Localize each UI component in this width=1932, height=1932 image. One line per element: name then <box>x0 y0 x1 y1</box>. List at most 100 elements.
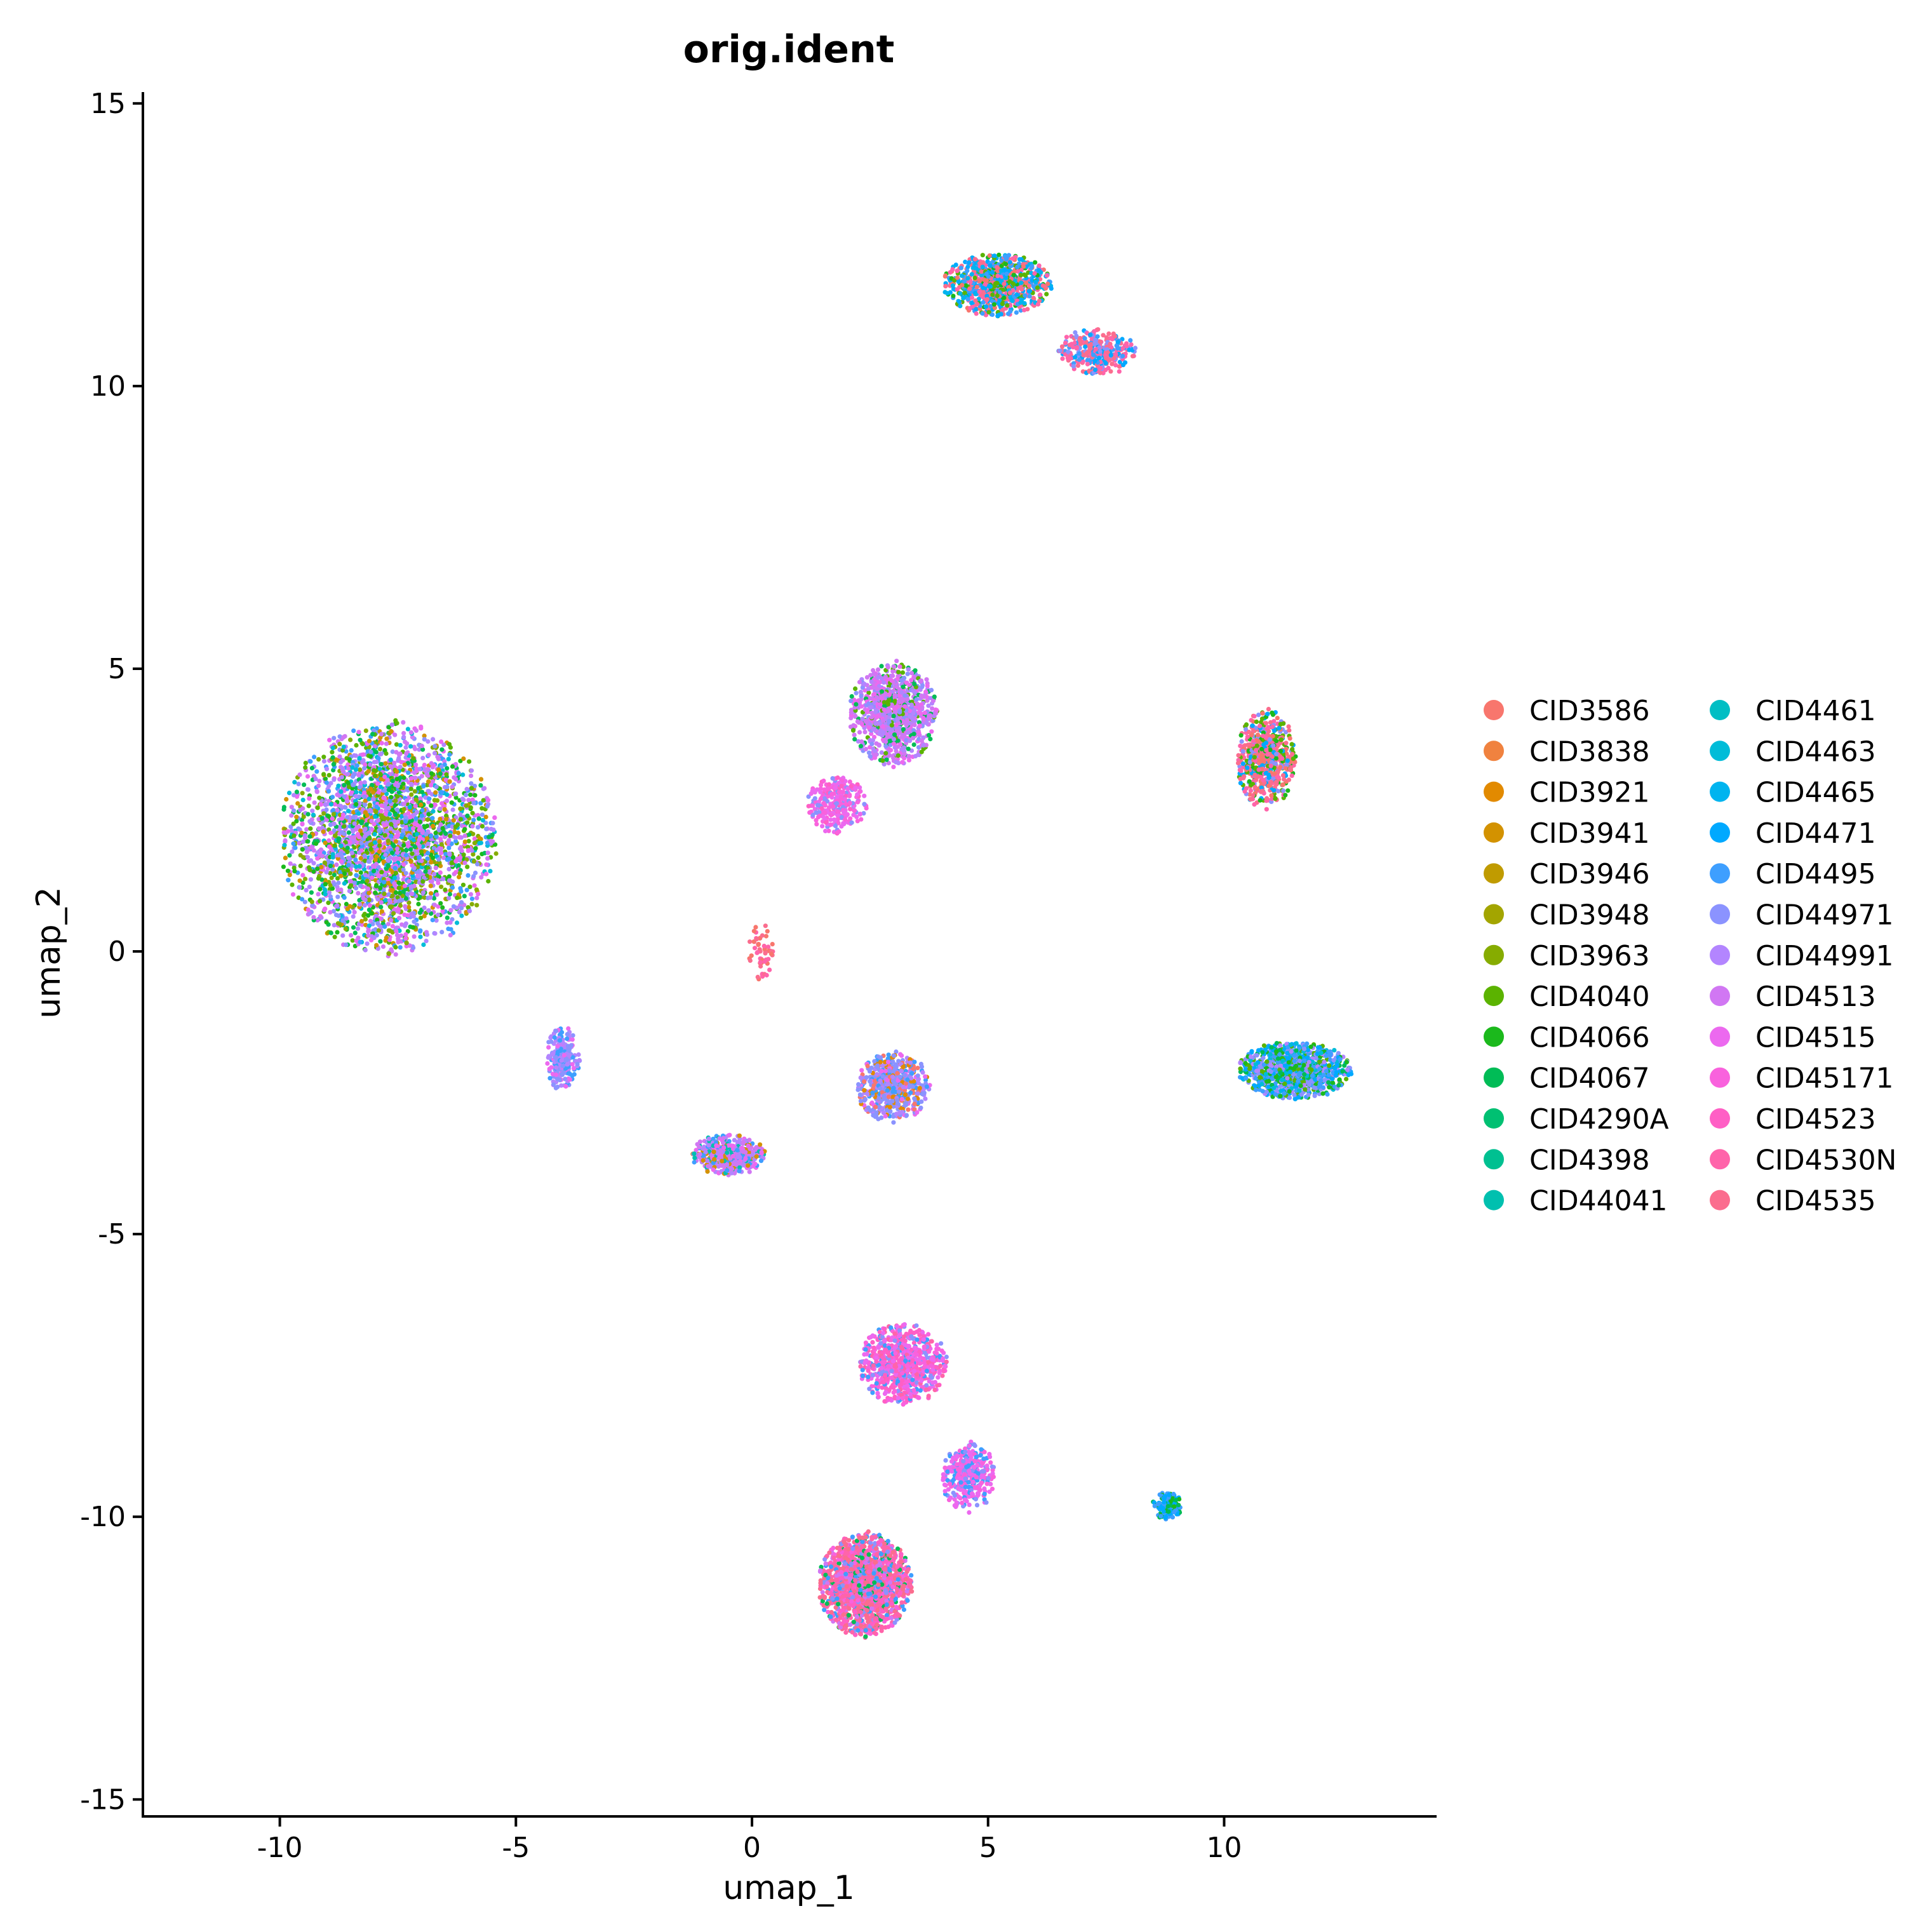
data-point <box>349 835 354 840</box>
data-point <box>475 825 481 830</box>
data-point <box>476 892 481 897</box>
data-point <box>911 711 916 716</box>
data-point <box>465 864 470 869</box>
data-point <box>460 772 466 777</box>
data-point <box>894 760 899 765</box>
data-point <box>358 737 363 742</box>
data-point <box>833 818 838 823</box>
data-point <box>292 793 297 798</box>
data-point <box>303 876 308 882</box>
data-point <box>392 881 397 886</box>
data-point <box>440 905 445 910</box>
data-point <box>856 720 861 725</box>
data-point <box>291 821 296 826</box>
data-point <box>859 694 864 699</box>
data-point <box>468 805 473 810</box>
data-point <box>377 849 382 854</box>
data-point <box>383 761 388 766</box>
data-point <box>332 843 337 848</box>
data-point <box>875 687 880 692</box>
data-point <box>891 741 896 746</box>
data-point <box>408 815 413 820</box>
data-point <box>459 900 464 905</box>
data-point <box>401 720 406 725</box>
data-point <box>394 777 399 782</box>
data-point <box>386 863 391 868</box>
data-point <box>351 914 356 919</box>
data-point <box>335 808 340 813</box>
data-point <box>899 690 904 695</box>
data-point <box>823 820 828 825</box>
data-point <box>358 780 363 786</box>
data-point <box>332 923 337 928</box>
data-point <box>343 805 348 810</box>
data-point <box>305 774 311 779</box>
data-point <box>362 902 367 908</box>
data-point <box>384 741 389 746</box>
data-point <box>366 933 371 938</box>
data-point <box>397 898 402 903</box>
data-point <box>312 800 317 805</box>
data-point <box>395 846 400 851</box>
data-point <box>341 744 346 749</box>
data-point <box>290 882 295 887</box>
data-point <box>452 829 457 835</box>
data-point <box>369 819 374 824</box>
data-point <box>473 846 478 851</box>
data-point <box>342 895 347 900</box>
data-point <box>305 855 310 860</box>
data-point <box>462 839 467 844</box>
data-point <box>922 710 927 715</box>
data-point <box>304 827 309 832</box>
data-point <box>304 849 309 855</box>
data-point <box>376 873 381 878</box>
data-point <box>470 810 475 815</box>
data-point <box>436 912 441 918</box>
data-point <box>847 779 852 784</box>
data-point <box>458 812 463 817</box>
data-point <box>321 829 326 835</box>
data-point <box>450 855 456 860</box>
data-point <box>889 723 894 728</box>
data-point <box>382 822 387 828</box>
data-point <box>481 798 486 803</box>
data-point <box>572 1072 577 1077</box>
data-point <box>434 918 439 923</box>
data-point <box>848 807 853 812</box>
data-point <box>934 708 939 713</box>
data-point <box>420 756 426 761</box>
data-point <box>379 904 384 909</box>
data-point <box>336 880 341 885</box>
data-point <box>881 680 887 685</box>
data-point <box>478 777 484 782</box>
data-point <box>420 879 426 884</box>
data-point <box>419 813 424 818</box>
data-point <box>379 869 384 875</box>
data-point <box>345 849 350 854</box>
data-point <box>331 761 336 767</box>
data-point <box>925 698 930 703</box>
data-point <box>393 944 398 950</box>
data-point <box>339 789 344 794</box>
data-point <box>560 1063 565 1068</box>
data-point <box>286 790 292 796</box>
data-point <box>438 771 443 776</box>
data-point <box>395 784 400 789</box>
data-point <box>414 810 420 815</box>
data-point <box>301 814 306 819</box>
data-point <box>312 755 317 760</box>
data-point <box>899 678 904 683</box>
data-point <box>371 796 376 802</box>
data-point <box>320 825 325 831</box>
data-point <box>849 694 854 699</box>
data-point <box>392 866 398 871</box>
data-point <box>461 756 466 761</box>
data-point <box>484 826 489 831</box>
data-point <box>384 828 389 833</box>
data-point <box>389 947 394 952</box>
data-point <box>291 808 297 813</box>
data-point <box>398 765 403 770</box>
data-point <box>438 901 443 906</box>
data-point <box>912 681 917 687</box>
data-point <box>391 911 396 916</box>
